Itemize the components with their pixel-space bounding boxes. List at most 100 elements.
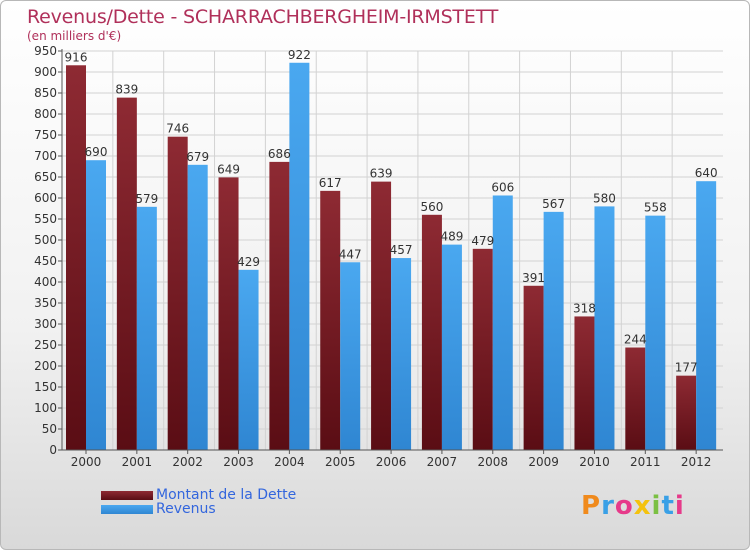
data-label: 558 (644, 201, 667, 215)
y-tick-label: 0 (49, 443, 57, 457)
x-tick-label: 2007 (427, 455, 458, 469)
bar-dette (167, 136, 188, 450)
bar-revenus (340, 262, 361, 450)
data-label: 560 (420, 200, 443, 214)
y-tick-label: 850 (34, 86, 57, 100)
legend-label-debt: Montant de la Dette (156, 487, 297, 503)
y-tick-label: 600 (34, 191, 57, 205)
chart-subtitle: (en milliers d'€) (27, 29, 122, 43)
bar-revenus (543, 211, 564, 450)
data-label: 580 (593, 191, 616, 205)
logo-letter: o (614, 491, 634, 521)
bar-revenus (289, 62, 310, 450)
y-tick-label: 150 (34, 380, 57, 394)
x-tick-label: 2003 (223, 455, 254, 469)
bar-revenus (136, 206, 157, 450)
y-tick-label: 950 (34, 44, 57, 58)
bar-dette (269, 161, 290, 450)
bar-revenus (86, 160, 106, 450)
bar-dette (472, 248, 493, 450)
legend-label-revenus: Revenus (156, 501, 216, 517)
x-tick-label: 2006 (376, 455, 407, 469)
y-tick-label: 450 (34, 254, 57, 268)
legend-item-debt: Montant de la Dette (101, 487, 297, 503)
y-tick-label: 100 (34, 401, 57, 415)
data-label: 690 (85, 145, 108, 159)
data-label: 679 (186, 150, 209, 164)
chart-title: Revenus/Dette - SCHARRACHBERGHEIM-IRMSTE… (27, 6, 499, 28)
legend-item-revenus: Revenus (101, 501, 216, 517)
data-label: 922 (288, 48, 311, 62)
bars (66, 62, 717, 451)
logo-letter: i (674, 491, 685, 521)
data-label: 579 (135, 192, 158, 206)
y-tick-label: 650 (34, 170, 57, 184)
data-label: 606 (491, 180, 514, 194)
data-label: 457 (390, 243, 413, 257)
logo-letter: i (651, 491, 662, 521)
data-label: 318 (573, 301, 596, 315)
bar-dette (371, 181, 392, 450)
proxiti-logo: Proxiti (581, 491, 685, 521)
data-label: 649 (217, 162, 240, 176)
y-tick-label: 50 (42, 422, 57, 436)
data-label: 429 (237, 255, 260, 269)
bar-revenus (492, 195, 513, 450)
bar-revenus (696, 181, 717, 450)
x-tick-label: 2001 (122, 455, 153, 469)
x-tick-label: 2004 (274, 455, 305, 469)
logo-letter: P (581, 491, 602, 521)
y-tick-label: 700 (34, 149, 57, 163)
x-tick-label: 2002 (172, 455, 203, 469)
data-label: 839 (115, 83, 138, 97)
data-label: 244 (624, 333, 647, 347)
bar-revenus (594, 206, 615, 450)
bar-revenus (187, 164, 208, 450)
bar-dette (574, 316, 595, 450)
x-tick-label: 2010 (579, 455, 610, 469)
x-tick-label: 2008 (477, 455, 508, 469)
data-label: 639 (370, 167, 393, 181)
data-label: 567 (542, 197, 565, 211)
data-label: 617 (319, 176, 342, 190)
bar-dette (66, 65, 86, 450)
axes: 0 50 100 150 200 250 300 350 400 450 500 550 600 650 7… (34, 44, 723, 469)
y-tick-label: 900 (34, 65, 57, 79)
y-tick-label: 550 (34, 212, 57, 226)
y-tick-label: 250 (34, 338, 57, 352)
bar-revenus (238, 269, 259, 450)
x-tick-label: 2011 (630, 455, 661, 469)
x-tick-label: 2000 (71, 455, 102, 469)
bar-dette (116, 97, 137, 451)
bar-dette (523, 285, 544, 450)
data-label: 746 (166, 122, 189, 136)
data-labels: 916 690 839 579 746 679 649 429 686 922 617 447 639 4… (65, 48, 718, 375)
y-tick-label: 500 (34, 233, 57, 247)
legend-swatch-debt (101, 490, 153, 500)
bar-dette (676, 375, 697, 450)
bar-revenus (391, 258, 412, 450)
bar-dette (218, 177, 239, 451)
data-label: 447 (339, 247, 362, 261)
data-label: 640 (695, 166, 718, 180)
y-tick-label: 200 (34, 359, 57, 373)
data-label: 479 (471, 234, 494, 248)
x-tick-label: 2005 (325, 455, 356, 469)
y-tick-label: 300 (34, 317, 57, 331)
legend-swatch-revenus (101, 504, 153, 514)
bar-dette (421, 214, 442, 450)
data-label: 489 (440, 230, 463, 244)
data-label: 686 (268, 147, 291, 161)
logo-letter: r (601, 491, 615, 521)
y-tick-label: 350 (34, 296, 57, 310)
y-tick-label: 750 (34, 128, 57, 142)
data-label: 391 (522, 271, 545, 285)
logo-letter: x (633, 491, 652, 521)
bar-dette (625, 347, 646, 450)
bar-revenus (645, 215, 666, 450)
bar-dette (320, 190, 341, 451)
bar-revenus (441, 244, 462, 450)
logo-letter: t (661, 491, 675, 521)
